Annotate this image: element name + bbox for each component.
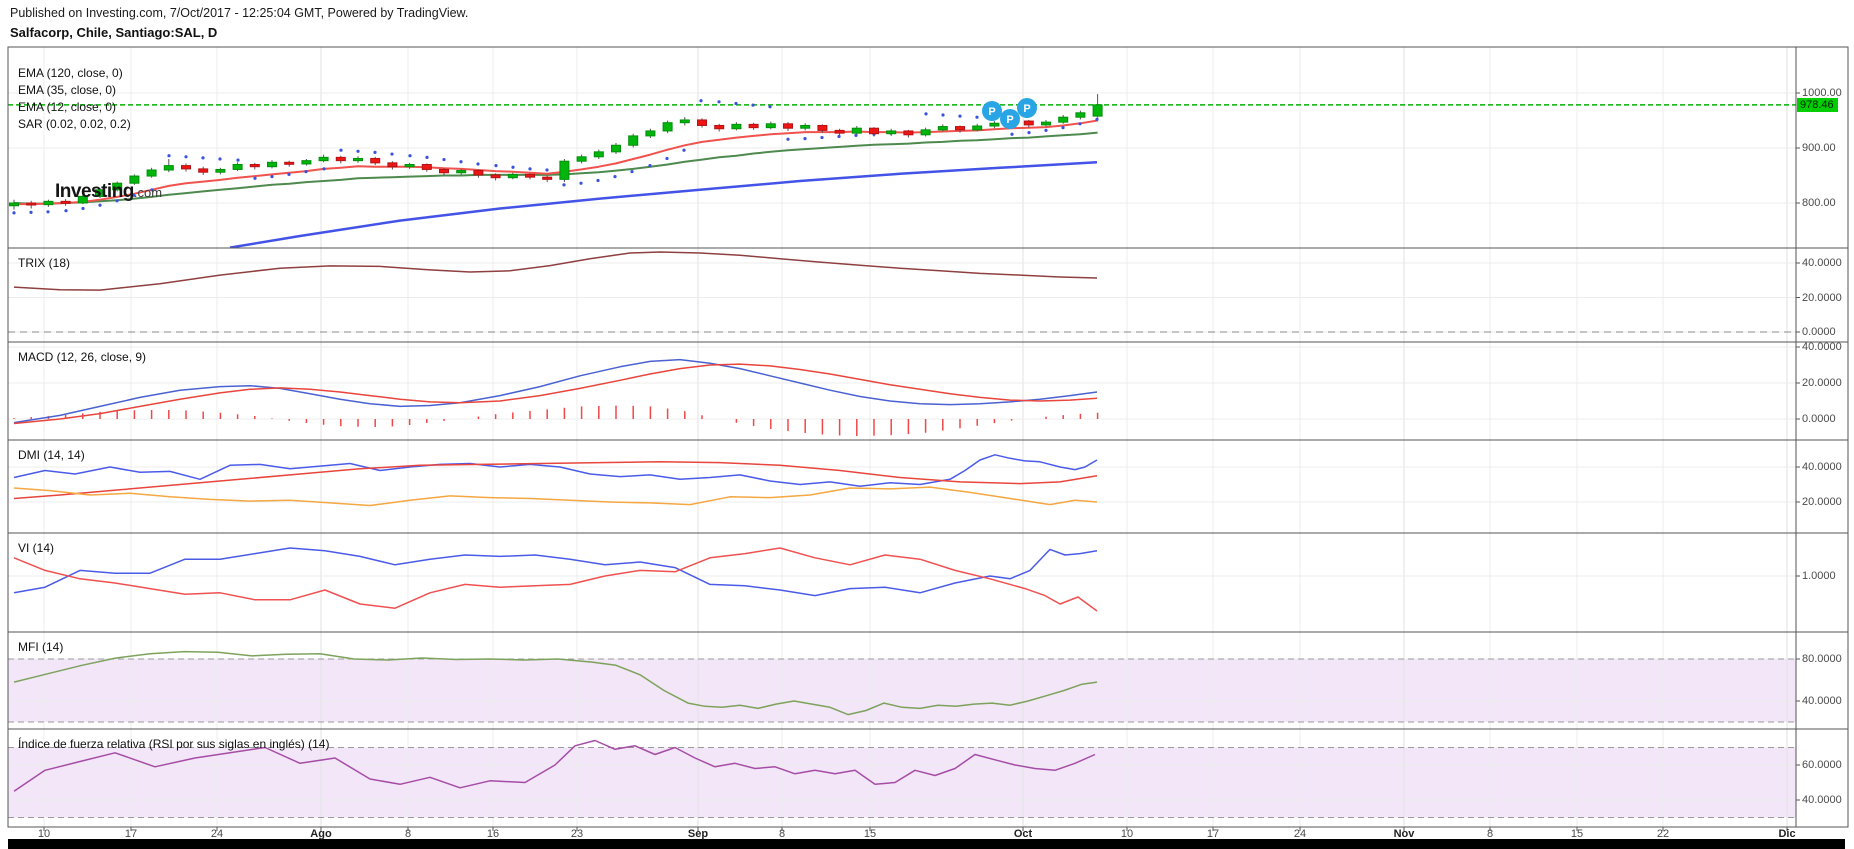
indicator-label-price-1: EMA (35, close, 0) — [18, 83, 117, 97]
y-axis-label-price: 1000.00 — [1802, 87, 1842, 99]
y-axis-label-macd: 0.0000 — [1802, 413, 1836, 425]
x-axis-label: 17 — [124, 828, 138, 840]
last-price-tag: 978.46 — [1797, 97, 1838, 112]
investing-logo: Investing.com — [55, 181, 162, 203]
x-axis-label: 15 — [863, 828, 877, 840]
investing-logo-text: Investing — [55, 181, 134, 202]
x-axis-label: 15 — [1570, 828, 1584, 840]
y-axis-label-macd: 20.0000 — [1802, 377, 1842, 389]
indicator-label-price-0: EMA (120, close, 0) — [18, 66, 123, 80]
x-axis-label: Dic — [1778, 828, 1796, 840]
y-axis-label-trix: 20.0000 — [1802, 291, 1842, 304]
x-axis-label: 23 — [570, 828, 584, 840]
x-axis-label: Oct — [1013, 828, 1033, 840]
indicator-label-rsi: Índice de fuerza relativa (RSI por sus s… — [18, 737, 330, 751]
indicator-label-trix: TRIX (18) — [18, 256, 71, 270]
svg-text:P: P — [1006, 114, 1013, 126]
x-axis-label: 8 — [1486, 828, 1494, 840]
y-axis-label-vi: 1.0000 — [1802, 570, 1836, 582]
y-axis-label-mfi: 40.0000 — [1802, 695, 1842, 707]
x-axis-label: 16 — [486, 828, 500, 840]
x-axis-label: 10 — [1120, 828, 1134, 840]
y-axis-label-price: 800.00 — [1802, 197, 1836, 209]
published-line: Published on Investing.com, 7/Oct/2017 -… — [10, 6, 469, 20]
investing-logo-suffix: .com — [133, 185, 163, 200]
svg-text:P: P — [988, 106, 995, 118]
y-axis-label-rsi: 60.0000 — [1802, 759, 1842, 771]
y-axis-label-mfi: 80.0000 — [1802, 653, 1842, 665]
y-axis-label-macd: 40.0000 — [1802, 341, 1842, 353]
x-axis-label: Ago — [310, 828, 332, 840]
indicator-label-price-2: EMA (12, close, 0) — [18, 100, 117, 114]
indicator-label-mfi: MFI (14) — [18, 640, 64, 654]
x-axis-label: 8 — [404, 828, 412, 840]
y-axis-label-dmi: 40.0000 — [1802, 461, 1842, 473]
x-axis-label: Sep — [687, 828, 709, 840]
y-axis-label-rsi: 40.0000 — [1802, 794, 1842, 806]
page-title: Salfacorp, Chile, Santiago:SAL, D — [10, 25, 218, 40]
indicator-label-price-3: SAR (0.02, 0.02, 0.2) — [18, 117, 131, 131]
y-axis-label-dmi: 20.0000 — [1802, 496, 1842, 508]
x-axis-label: 24 — [210, 828, 224, 840]
y-axis-label-trix: 40.0000 — [1802, 257, 1842, 269]
y-axis-label-price: 900.00 — [1802, 142, 1836, 154]
y-axis-label-trix: 0.0000 — [1802, 326, 1836, 338]
x-axis-label: 22 — [1656, 828, 1670, 840]
x-axis-label: 17 — [1206, 828, 1220, 840]
x-axis-label: 10 — [37, 828, 51, 840]
x-axis-label: Nov — [1393, 828, 1415, 840]
indicator-label-dmi: DMI (14, 14) — [18, 448, 85, 462]
x-axis-label: 8 — [778, 828, 786, 840]
indicator-label-vi: VI (14) — [18, 541, 55, 555]
x-axis-label: 24 — [1293, 828, 1307, 840]
indicator-label-macd: MACD (12, 26, close, 9) — [18, 350, 147, 364]
svg-text:P: P — [1023, 103, 1030, 115]
